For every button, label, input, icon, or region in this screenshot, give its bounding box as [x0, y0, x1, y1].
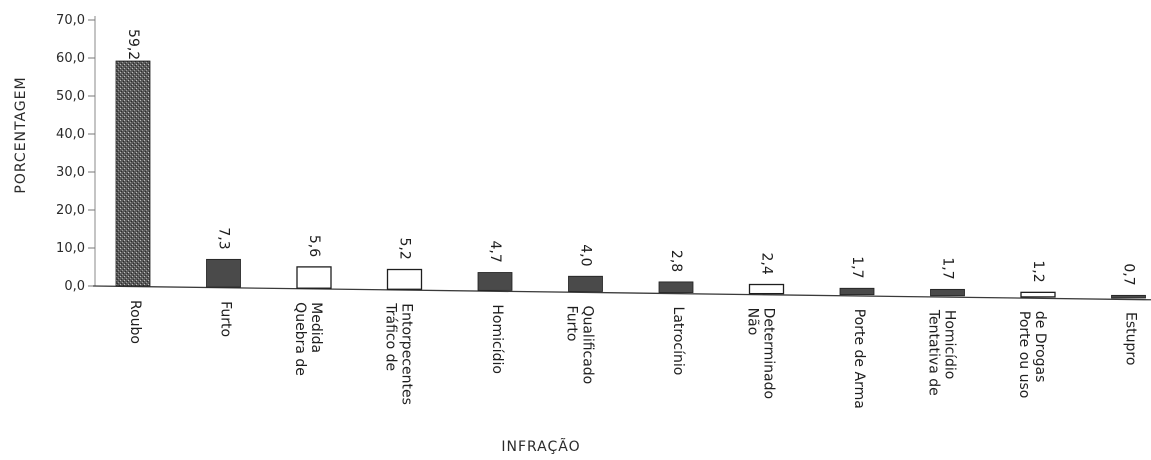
- y-tick-label: 20,0: [56, 203, 85, 218]
- value-label: 5,6: [306, 235, 322, 257]
- value-label: 5,2: [397, 238, 413, 260]
- category-label: Homicídio: [489, 304, 505, 374]
- y-tick-label: 10,0: [56, 241, 85, 256]
- x-axis-line: [92, 285, 1151, 301]
- y-tick-label: 50,0: [56, 89, 85, 104]
- category-label: Tentativa de: [926, 309, 942, 396]
- value-label: 2,8: [668, 250, 684, 272]
- bar: [568, 275, 603, 292]
- category-label: de Drogas: [1032, 311, 1048, 383]
- bar: [839, 287, 875, 296]
- bar: [658, 281, 694, 293]
- bar: [296, 266, 332, 289]
- category-labels: Roubo Furto Quebra de Medida Tráfico de Entor…: [127, 300, 1139, 409]
- category-label: Furto: [218, 301, 234, 337]
- bar: [1111, 294, 1146, 299]
- category-label: Quebra de: [292, 302, 308, 376]
- category-label: Porte de Arma: [851, 309, 867, 409]
- value-label: 0,7: [1121, 263, 1137, 285]
- bar: [206, 258, 241, 288]
- y-axis-title: PORCENTAGEM: [13, 76, 29, 193]
- value-label: 1,2: [1030, 260, 1046, 282]
- value-label: 4,7: [487, 241, 503, 263]
- category-label: Latrocínio: [670, 307, 686, 376]
- value-label: 59,2: [125, 29, 141, 60]
- bar: [386, 268, 423, 290]
- y-tick-label: 60,0: [56, 51, 85, 66]
- value-label: 1,7: [849, 256, 865, 278]
- category-label: Estupro: [1123, 312, 1139, 365]
- category-label: Não: [745, 308, 761, 336]
- category-label: Entorpecentes: [399, 303, 415, 405]
- bar: [1020, 291, 1056, 298]
- bar: [748, 283, 785, 295]
- y-tick-label: 0,0: [64, 279, 85, 294]
- value-label: 2,4: [759, 253, 775, 275]
- category-label: Furto: [564, 305, 580, 341]
- x-axis-title: INFRAÇÃO: [501, 438, 580, 455]
- bars: 59,2 7,3 5,6 5,2 4,7 4,0 2,8 2,4 1,7 1,7 1,2 0,7: [92, 29, 1151, 301]
- category-label: Tráfico de: [383, 302, 399, 371]
- category-label: Homicídio: [942, 310, 958, 380]
- value-label: 1,7: [940, 257, 956, 279]
- category-label: Determinado: [761, 308, 777, 399]
- bar: [115, 60, 151, 287]
- category-label: Roubo: [127, 300, 143, 344]
- y-tick-label: 30,0: [56, 165, 85, 180]
- y-tick-label: 40,0: [56, 127, 85, 142]
- bar: [477, 272, 513, 291]
- category-label: Qualificado: [580, 305, 596, 384]
- bar: [930, 288, 965, 297]
- category-label: Porte ou uso: [1016, 311, 1032, 398]
- value-label: 7,3: [216, 227, 232, 249]
- category-label: Medida: [308, 302, 324, 353]
- value-label: 4,0: [578, 244, 594, 266]
- y-axis: 0,0 10,0 20,0 30,0 40,0 50,0 60,0 70,0: [56, 13, 96, 294]
- y-tick-label: 70,0: [56, 13, 85, 28]
